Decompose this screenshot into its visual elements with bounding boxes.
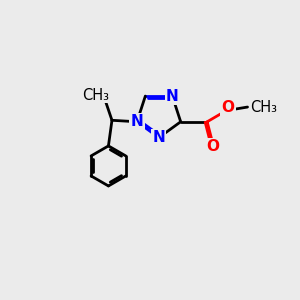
Text: CH₃: CH₃ (250, 100, 278, 115)
Text: N: N (152, 130, 165, 145)
Text: N: N (130, 114, 143, 129)
Text: O: O (221, 100, 234, 115)
Text: O: O (206, 139, 219, 154)
Text: N: N (166, 88, 179, 104)
Text: CH₃: CH₃ (82, 88, 109, 103)
